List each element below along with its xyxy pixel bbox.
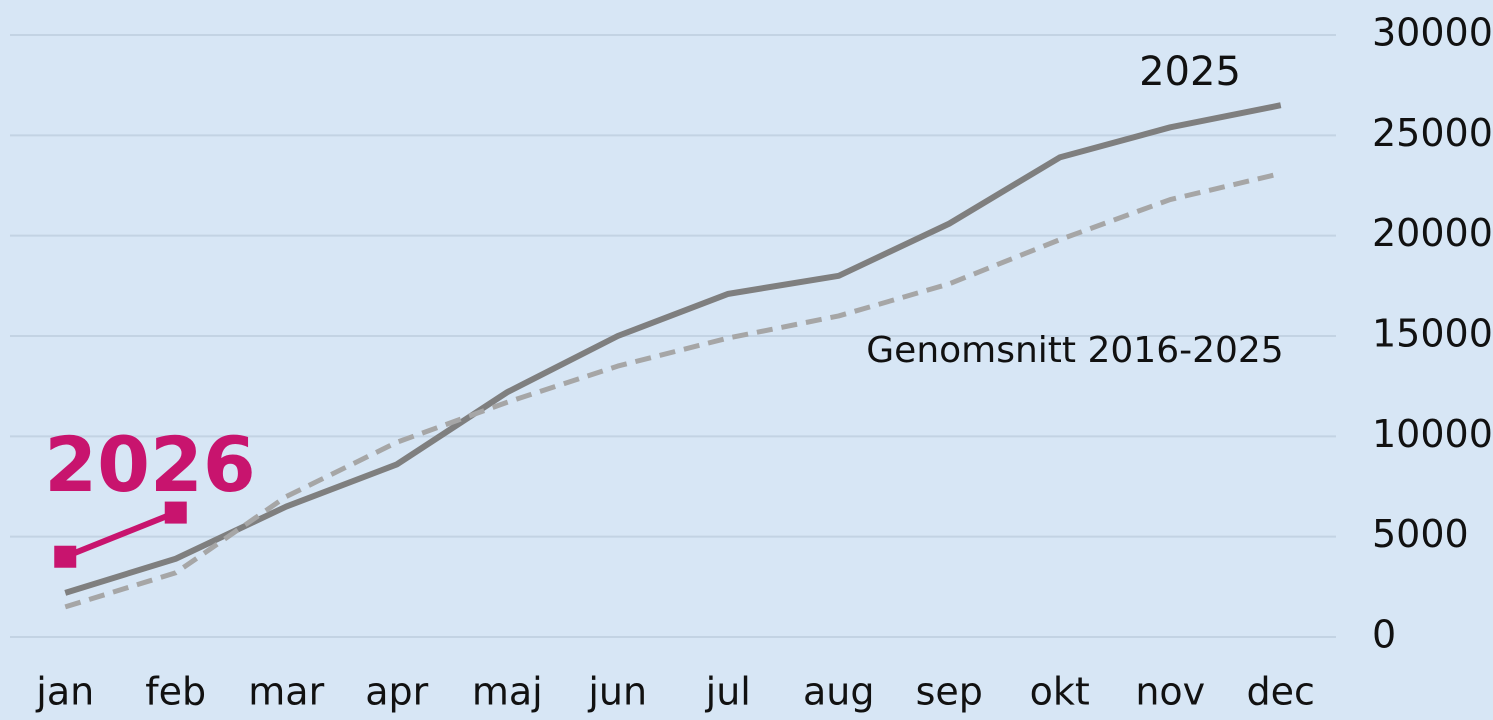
series-line bbox=[64, 171, 1282, 610]
x-tick-label: dec bbox=[1247, 670, 1315, 714]
x-tick-label: aug bbox=[803, 670, 875, 714]
x-tick-label: maj bbox=[472, 670, 543, 714]
series-label: Genomsnitt 2016-2025 bbox=[866, 330, 1283, 371]
marker bbox=[164, 501, 187, 524]
y-tick-label: 0 bbox=[1372, 613, 1396, 657]
x-tick-label: mar bbox=[248, 670, 324, 714]
x-tick-label: okt bbox=[1030, 670, 1090, 714]
series-line bbox=[64, 509, 177, 560]
series-label: 2025 bbox=[1139, 49, 1241, 95]
x-tick-label: jan bbox=[35, 670, 94, 714]
x-tick-label: jun bbox=[587, 670, 647, 714]
y-tick-label: 15000 bbox=[1372, 312, 1493, 356]
series-label: 2026 bbox=[44, 420, 256, 509]
y-tick-label: 30000 bbox=[1372, 11, 1493, 55]
x-tick-label: apr bbox=[365, 670, 428, 714]
x-tick-label: jul bbox=[705, 670, 751, 714]
x-tick-label: sep bbox=[916, 670, 983, 714]
y-tick-label: 25000 bbox=[1372, 111, 1493, 155]
marker bbox=[54, 545, 77, 568]
x-tick-label: nov bbox=[1135, 670, 1205, 714]
y-tick-label: 10000 bbox=[1372, 412, 1493, 456]
y-tick-label: 5000 bbox=[1372, 512, 1469, 556]
y-tick-label: 20000 bbox=[1372, 211, 1493, 255]
x-tick-label: feb bbox=[145, 670, 206, 714]
series-line bbox=[64, 102, 1282, 596]
